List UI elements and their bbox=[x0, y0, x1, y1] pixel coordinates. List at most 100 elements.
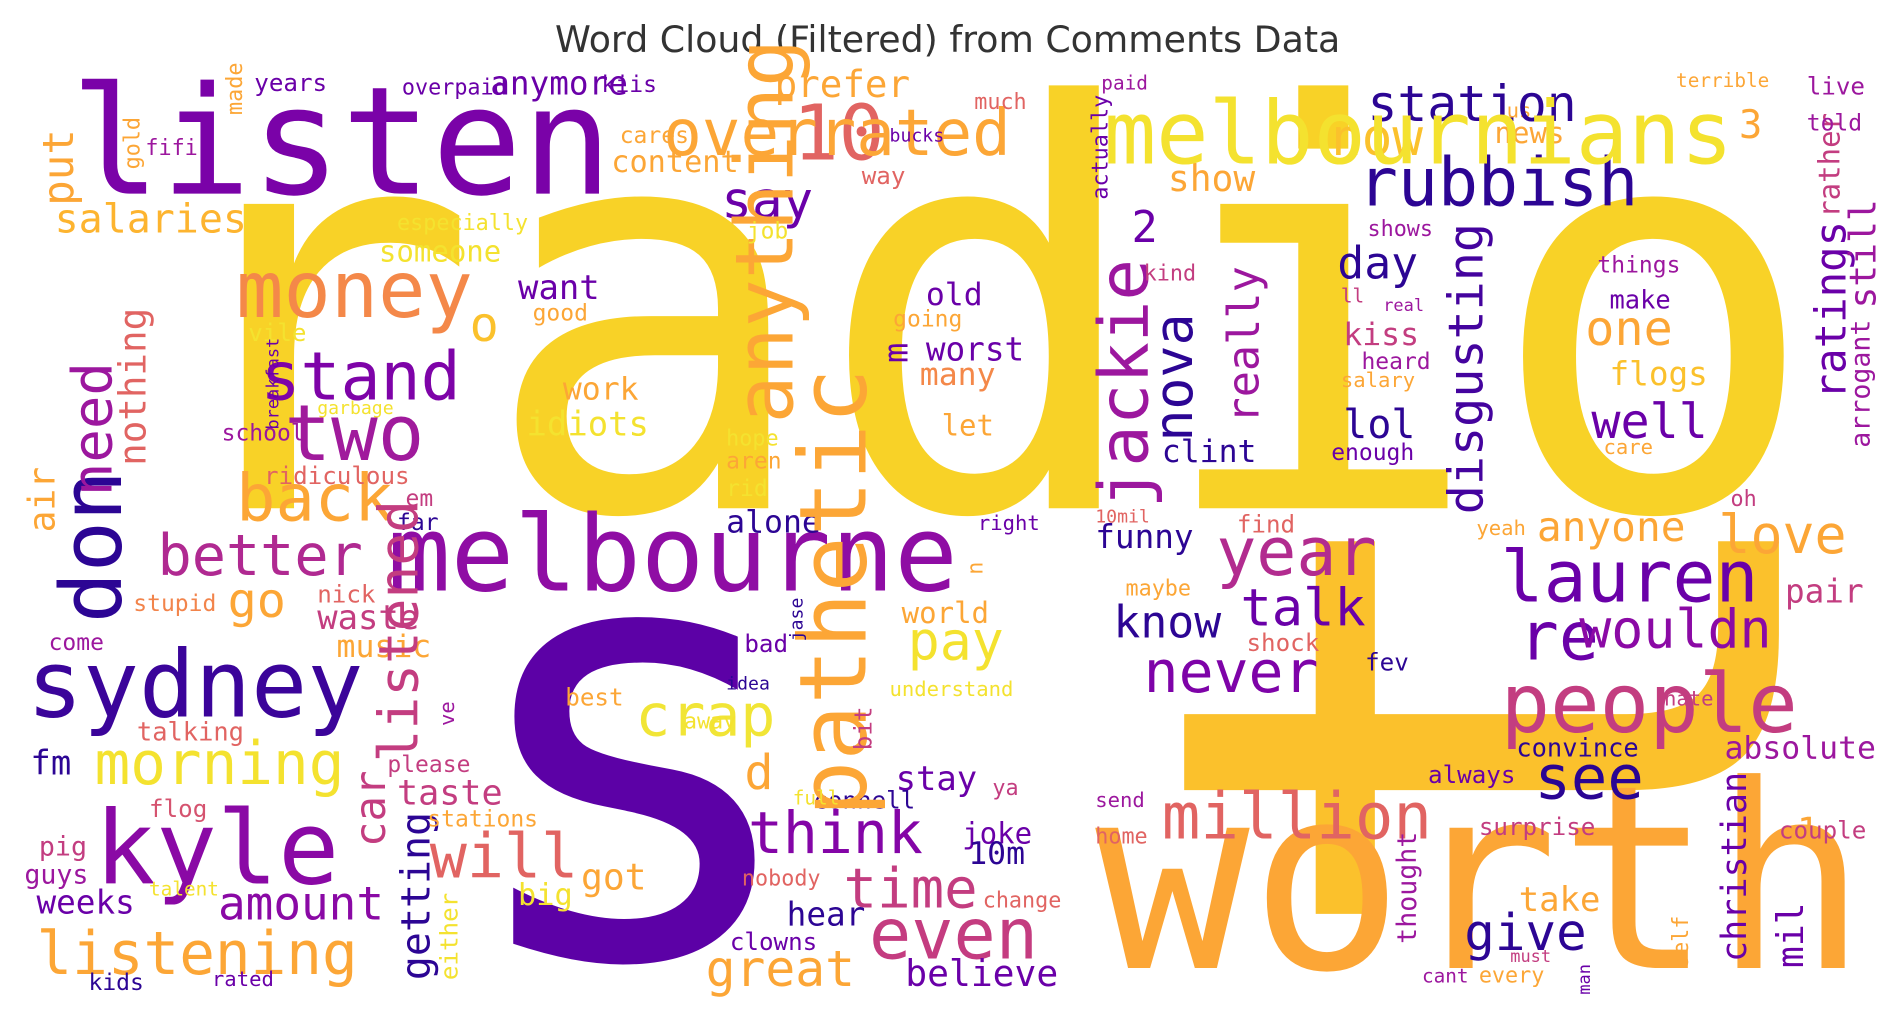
word: funny bbox=[1095, 518, 1193, 556]
word: job bbox=[747, 218, 789, 244]
word: pay bbox=[908, 610, 1004, 672]
word: stay bbox=[896, 759, 978, 798]
word: shows bbox=[1368, 217, 1434, 242]
word: 2 bbox=[1132, 203, 1158, 253]
word: bucks bbox=[890, 126, 945, 147]
word: heard bbox=[1361, 349, 1430, 375]
word: station bbox=[1368, 75, 1577, 133]
word: great bbox=[706, 940, 855, 998]
word: understand bbox=[890, 677, 1014, 701]
word: 5 bbox=[0, 0, 9, 4]
word: pig bbox=[39, 831, 87, 862]
word: prefer bbox=[775, 62, 910, 106]
word: listened bbox=[367, 500, 431, 762]
word: even bbox=[869, 893, 1038, 975]
word: must bbox=[1510, 946, 1551, 966]
word: rubbish bbox=[1358, 144, 1638, 222]
word: t bbox=[993, 458, 1888, 968]
word: weeks bbox=[36, 884, 134, 922]
word: rated bbox=[212, 967, 274, 991]
word: nick bbox=[317, 581, 376, 609]
word: ya bbox=[992, 776, 1018, 801]
word: love bbox=[1718, 504, 1846, 566]
word: good bbox=[533, 301, 588, 327]
word: flogs bbox=[1610, 355, 1708, 393]
word: m bbox=[877, 343, 916, 363]
word: wouldn bbox=[1579, 598, 1771, 660]
word: never bbox=[1144, 638, 1319, 706]
word: thought bbox=[1392, 832, 1423, 944]
word: think bbox=[748, 799, 923, 867]
word: maybe bbox=[1126, 576, 1192, 601]
word: made bbox=[223, 63, 248, 115]
word: one bbox=[1585, 301, 1672, 357]
word: 10mil bbox=[1095, 507, 1150, 528]
word: pathetic bbox=[779, 368, 887, 817]
word: salaries bbox=[55, 196, 247, 242]
word: live bbox=[1807, 72, 1865, 100]
word: stupid bbox=[133, 591, 216, 617]
word: time bbox=[844, 857, 978, 922]
word: re bbox=[1519, 597, 1599, 675]
word: christian bbox=[1714, 772, 1755, 962]
word: content bbox=[611, 145, 738, 180]
word: surprise bbox=[1479, 813, 1595, 841]
word: give bbox=[1464, 903, 1586, 962]
word: 10 bbox=[793, 89, 885, 178]
word: news bbox=[1495, 116, 1565, 150]
word: kids bbox=[89, 970, 144, 996]
word: anymore bbox=[490, 64, 628, 102]
word: talk bbox=[1240, 579, 1365, 639]
word: kind bbox=[1144, 262, 1196, 287]
word: amount bbox=[218, 877, 384, 931]
word: s bbox=[450, 394, 814, 1014]
word: gold bbox=[120, 117, 145, 169]
word: cares bbox=[620, 123, 689, 149]
word: stations bbox=[427, 806, 538, 832]
word: fifi bbox=[145, 136, 197, 161]
word: ll bbox=[1341, 285, 1364, 308]
word: paid bbox=[1101, 72, 1148, 95]
word: always bbox=[1428, 761, 1515, 789]
word: nova bbox=[1143, 313, 1205, 441]
word: ridiculous bbox=[264, 462, 410, 490]
word: lol bbox=[1343, 402, 1415, 448]
word: disgusting bbox=[1438, 223, 1494, 514]
word: show bbox=[1168, 157, 1256, 200]
word: connell bbox=[813, 786, 915, 814]
word: better bbox=[157, 523, 362, 589]
word: n bbox=[964, 562, 989, 575]
word: real bbox=[1383, 295, 1424, 315]
word: old bbox=[926, 277, 983, 313]
word: now bbox=[1331, 108, 1423, 167]
word: arrogant bbox=[1846, 320, 1877, 448]
word: worth bbox=[1095, 731, 1867, 1014]
word: don bbox=[42, 470, 141, 623]
word: let bbox=[942, 409, 994, 443]
word: still bbox=[1842, 199, 1885, 308]
word: ve bbox=[435, 701, 459, 726]
word: pair bbox=[1785, 573, 1864, 611]
word: send bbox=[1095, 788, 1145, 812]
word: go bbox=[228, 573, 286, 629]
word: year bbox=[1216, 513, 1376, 591]
word: rid bbox=[726, 476, 768, 502]
word: kyle bbox=[95, 789, 340, 907]
word: either bbox=[436, 893, 464, 980]
word: back bbox=[236, 460, 393, 536]
word: see bbox=[1534, 744, 1643, 814]
word: believe bbox=[905, 952, 1058, 995]
word: work bbox=[563, 371, 639, 407]
word: convince bbox=[1516, 732, 1638, 762]
word: want bbox=[518, 268, 600, 307]
word: especially bbox=[397, 211, 528, 236]
word: air bbox=[21, 467, 64, 533]
word: getting bbox=[394, 812, 440, 980]
word: many bbox=[920, 357, 996, 393]
word: man bbox=[1574, 964, 1594, 995]
word: things bbox=[1597, 252, 1680, 278]
word: taste bbox=[397, 773, 503, 814]
word: anyone bbox=[1537, 503, 1686, 551]
word: self bbox=[1669, 916, 1694, 968]
